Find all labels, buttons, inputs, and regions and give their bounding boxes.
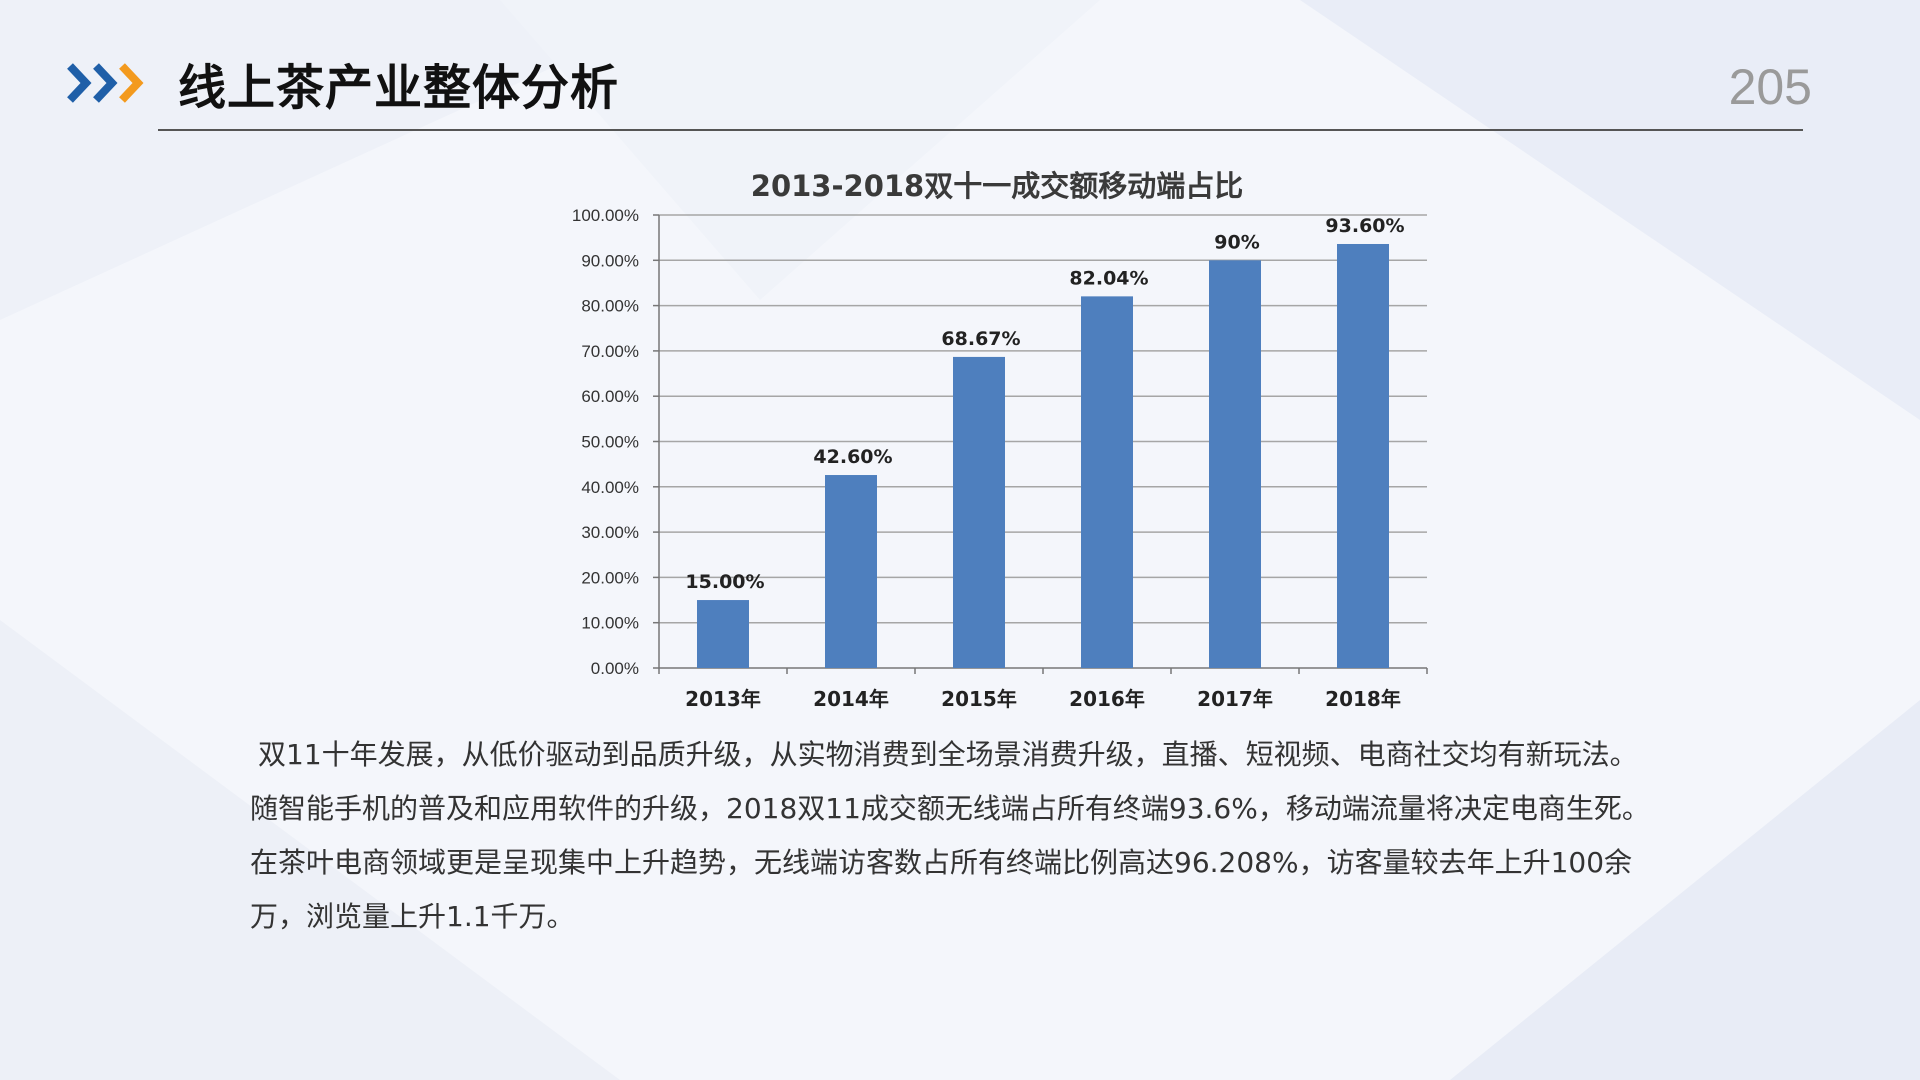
data-label: 82.04% (1069, 267, 1148, 289)
y-tick-label: 90.00% (581, 251, 639, 270)
bar (1337, 243, 1389, 668)
y-tick-label: 70.00% (581, 342, 639, 361)
y-tick-label: 30.00% (581, 523, 639, 542)
body-line: 双11十年发展，从低价驱动到品质升级，从实物消费到全场景消费升级，直播、短视频、… (258, 738, 1638, 771)
data-label: 93.60% (1325, 215, 1404, 237)
chart-title: 2013-2018双十一成交额移动端占比 (750, 169, 1244, 203)
y-tick-label: 40.00% (581, 478, 639, 497)
y-tick-label: 60.00% (581, 387, 639, 406)
data-label: 90% (1214, 231, 1259, 253)
data-label: 68.67% (941, 328, 1020, 350)
bar (953, 356, 1005, 668)
y-tick-label: 0.00% (591, 659, 639, 678)
y-tick-label: 20.00% (581, 568, 639, 587)
x-tick-label: 2017年 (1197, 687, 1273, 711)
body-line: 随智能手机的普及和应用软件的升级，2018双11成交额无线端占所有终端93.6%… (250, 792, 1650, 825)
data-label: 42.60% (813, 446, 892, 468)
x-tick-label: 2013年 (685, 687, 761, 711)
header-divider (158, 129, 1803, 131)
page-title: 线上茶产业整体分析 (178, 60, 620, 116)
data-label: 15.00% (685, 571, 764, 593)
body-paragraph: 双11十年发展，从低价驱动到品质升级，从实物消费到全场景消费升级，直播、短视频、… (250, 728, 1730, 944)
y-tick-label: 50.00% (581, 433, 639, 452)
page-number: 205 (1728, 59, 1812, 115)
bar (825, 475, 877, 668)
bar (697, 600, 749, 668)
y-tick-label: 10.00% (581, 614, 639, 633)
body-line: 万，浏览量上升1.1千万。 (250, 900, 575, 933)
y-tick-label: 100.00% (572, 206, 639, 225)
bar (1081, 296, 1133, 668)
body-line: 在茶叶电商领域更是呈现集中上升趋势，无线端访客数占所有终端比例高达96.208%… (250, 846, 1633, 879)
x-tick-label: 2014年 (813, 687, 889, 711)
x-tick-label: 2018年 (1325, 687, 1401, 711)
x-tick-label: 2016年 (1069, 687, 1145, 711)
y-tick-label: 80.00% (581, 297, 639, 316)
chevrons-icon (67, 63, 144, 103)
bar (1209, 260, 1261, 668)
x-tick-label: 2015年 (941, 687, 1017, 711)
